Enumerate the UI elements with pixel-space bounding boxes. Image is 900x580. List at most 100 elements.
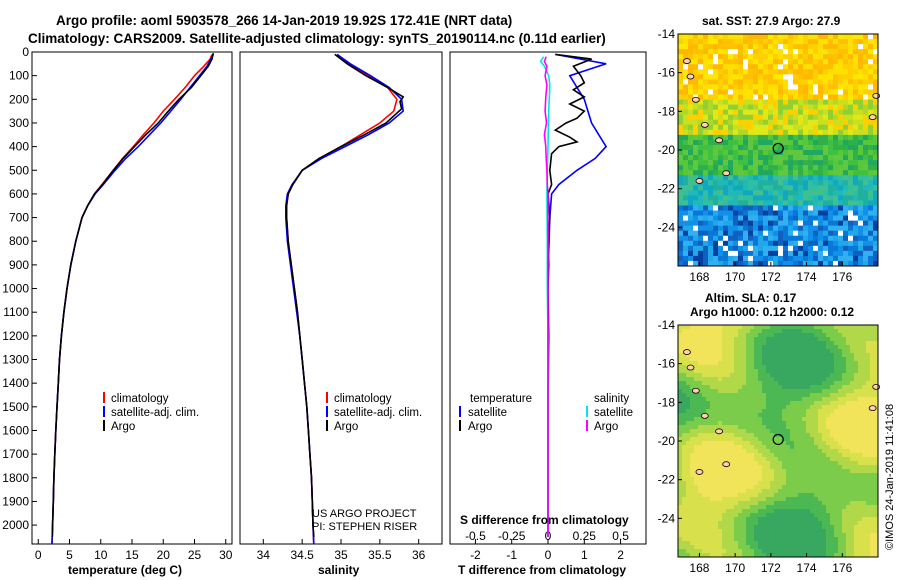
map-cell	[790, 545, 795, 550]
map-cell	[858, 385, 863, 390]
map-cell	[783, 180, 789, 186]
map-cell	[718, 49, 724, 55]
map-cell	[743, 94, 749, 100]
map-cell	[693, 49, 699, 55]
map-cell	[778, 517, 783, 522]
map-cell	[863, 155, 869, 161]
map-cell	[690, 461, 695, 466]
map-cell	[694, 377, 699, 382]
map-cell	[762, 349, 767, 354]
map-cell	[806, 529, 811, 534]
map-cell	[758, 525, 763, 530]
map-cell	[742, 397, 747, 402]
map-cell	[833, 44, 839, 50]
map-cell	[678, 401, 683, 406]
map-cell	[722, 405, 727, 410]
y-tick-label: 1500	[2, 400, 29, 414]
map-cell	[718, 220, 724, 226]
map-cell	[802, 325, 807, 330]
map-cell	[850, 413, 855, 418]
map-cell	[778, 59, 784, 65]
map-cell	[794, 493, 799, 498]
map-cell	[678, 361, 683, 366]
map-cell	[746, 533, 751, 538]
map-cell	[703, 155, 709, 161]
map-cell	[678, 333, 683, 338]
map-cell	[798, 175, 804, 181]
map-cell	[793, 114, 799, 121]
map-cell	[713, 180, 719, 186]
x-tick-label: -2	[470, 548, 481, 562]
map-cell	[798, 421, 803, 426]
map-cell	[748, 150, 754, 156]
map-cell	[742, 373, 747, 378]
map-cell	[750, 553, 755, 558]
map-cell	[778, 175, 784, 181]
map-cell	[753, 109, 759, 115]
map-cell	[686, 385, 691, 390]
map-cell	[718, 361, 723, 366]
map-cell	[686, 425, 691, 430]
map-cell	[826, 397, 831, 402]
map-cell	[810, 385, 815, 390]
map-cell	[762, 461, 767, 466]
map-cell	[798, 545, 803, 550]
map-cell	[774, 517, 779, 522]
map-cell	[746, 381, 751, 386]
map-cell	[766, 541, 771, 546]
map-cell	[778, 84, 784, 90]
map-cell	[818, 541, 823, 546]
map-cell	[773, 54, 779, 60]
map-cell	[790, 517, 795, 522]
map-cell	[738, 235, 744, 242]
map-cell	[806, 553, 811, 558]
map-cell	[866, 425, 871, 430]
map-cell	[750, 525, 755, 530]
map-cell	[753, 220, 759, 226]
map-cell	[762, 417, 767, 422]
map-cell	[706, 421, 711, 426]
map-cell	[788, 109, 794, 115]
map-cell	[846, 449, 851, 454]
map-cell	[742, 381, 747, 386]
map-cell	[754, 465, 759, 470]
map-cell	[783, 260, 789, 267]
map-cell	[690, 549, 695, 554]
map-cell	[758, 389, 763, 394]
map-cell	[688, 235, 694, 242]
map-cell	[688, 129, 694, 136]
map-cell	[850, 365, 855, 370]
map-cell	[678, 521, 683, 526]
map-cell	[833, 205, 839, 211]
map-cell	[798, 445, 803, 450]
map-cell	[742, 549, 747, 554]
map-cell	[806, 361, 811, 366]
map-cell	[718, 84, 724, 90]
map-cell	[854, 377, 859, 382]
x-top-tick-label: 0.25	[573, 529, 597, 543]
map-cell	[842, 341, 847, 346]
map-cell	[858, 139, 864, 146]
map-cell	[690, 433, 695, 438]
map-cell	[850, 345, 855, 350]
map-cell	[814, 461, 819, 466]
map-cell	[714, 337, 719, 342]
map-cell	[758, 260, 764, 267]
map-cell	[728, 99, 734, 105]
map-cell	[854, 429, 859, 434]
map-cell	[750, 421, 755, 426]
map-cell	[866, 413, 871, 418]
map-cell	[698, 361, 703, 366]
map-cell	[833, 250, 839, 257]
map-cell	[762, 361, 767, 366]
map-cell	[858, 170, 864, 176]
map-cell	[823, 144, 829, 151]
map-cell	[738, 553, 743, 558]
map-cell	[754, 553, 759, 558]
map-cell	[698, 385, 703, 390]
map-cell	[686, 409, 691, 414]
map-cell	[870, 509, 875, 514]
map-cell	[710, 337, 715, 342]
map-cell	[806, 441, 811, 446]
map-cell	[718, 175, 724, 181]
